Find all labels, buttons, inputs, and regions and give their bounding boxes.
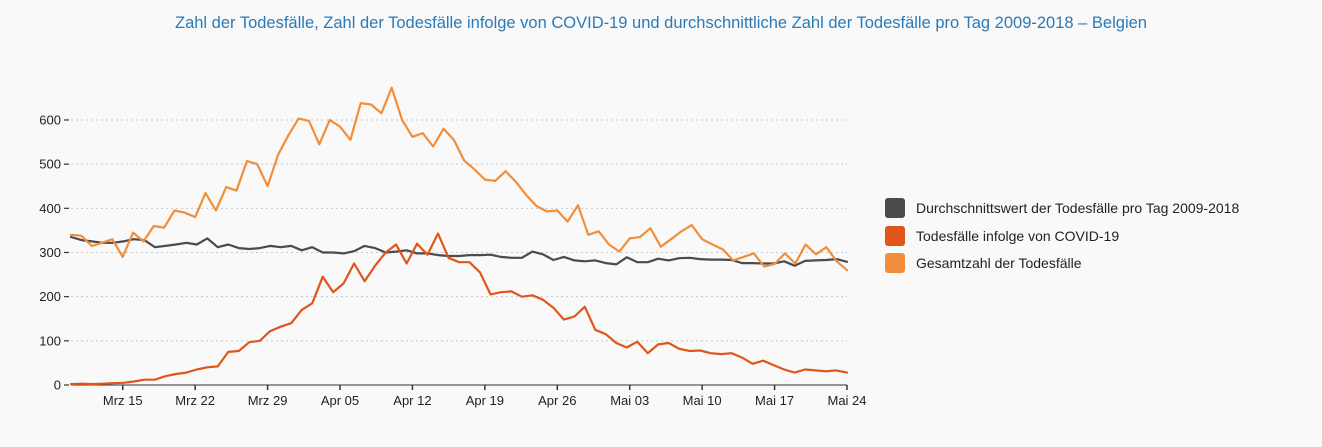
- legend-item: Durchschnittswert der Todesfälle pro Tag…: [885, 198, 1239, 218]
- series-line-3: [69, 86, 849, 272]
- x-tick-label: Mai 17: [755, 393, 794, 408]
- x-tick-label: Apr 19: [466, 393, 504, 408]
- y-tick-label: 400: [39, 201, 61, 216]
- legend-label: Todesfälle infolge von COVID-19: [916, 227, 1120, 244]
- y-tick-label: 300: [39, 245, 61, 260]
- y-tick-label: 100: [39, 333, 61, 348]
- y-tick-label: 600: [39, 112, 61, 127]
- chart-legend: Durchschnittswert der Todesfälle pro Tag…: [885, 198, 1239, 281]
- legend-swatch: [885, 198, 905, 218]
- y-tick-label: 500: [39, 157, 61, 172]
- legend-swatch: [885, 225, 905, 246]
- x-tick-label: Mai 03: [610, 393, 649, 408]
- series-line-1: [69, 235, 849, 267]
- x-tick-label: Mrz 29: [248, 393, 288, 408]
- x-tick-label: Mrz 15: [103, 393, 143, 408]
- legend-item: Gesamtzahl der Todesfälle: [885, 253, 1239, 273]
- chart-title: Zahl der Todesfälle, Zahl der Todesfälle…: [175, 14, 1147, 32]
- x-tick-label: Apr 05: [321, 393, 359, 408]
- legend-label: Gesamtzahl der Todesfälle: [916, 255, 1082, 271]
- y-tick-label: 200: [39, 289, 61, 304]
- x-tick-label: Apr 26: [538, 393, 576, 408]
- x-tick-label: Mai 24: [827, 393, 866, 408]
- legend-label: Durchschnittswert der Todesfälle pro Tag…: [916, 200, 1240, 216]
- series-line-2: [69, 232, 849, 386]
- y-tick-label: 0: [54, 378, 61, 393]
- x-tick-label: Mrz 22: [175, 393, 215, 408]
- x-tick-label: Mai 10: [683, 393, 722, 408]
- legend-swatch: [885, 253, 905, 273]
- x-tick-label: Apr 12: [393, 393, 431, 408]
- legend-item: Todesfälle infolge von COVID-19: [885, 225, 1239, 246]
